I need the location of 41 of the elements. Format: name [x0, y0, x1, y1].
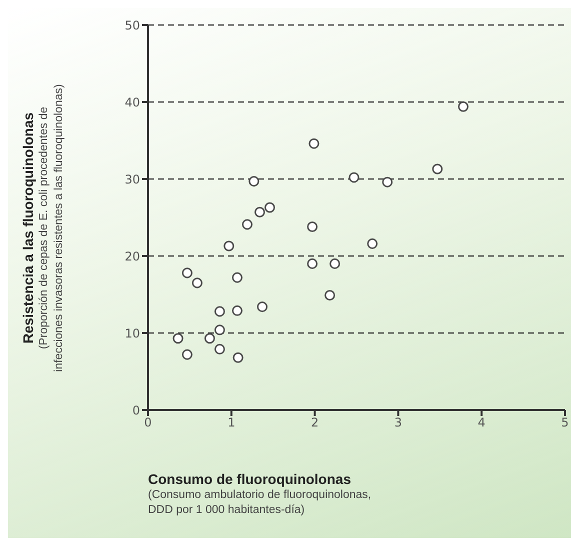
- point: [214, 324, 225, 336]
- point: [232, 352, 244, 363]
- y-tick-label: 20: [124, 249, 140, 264]
- point: [242, 219, 253, 230]
- point: [458, 101, 469, 112]
- y-tick-label: 0: [132, 403, 140, 418]
- point: [232, 305, 242, 316]
- point: [232, 272, 242, 283]
- y-axis-title: Resistencia a las fluoroquinolonas (Proporción de cepas de E. coli procedentes de infecciones invasoras resistentes a las fluoroquinolonas): [19, 83, 66, 374]
- point: [348, 172, 360, 183]
- y-tick-label: 10: [124, 326, 140, 340]
- point: [307, 221, 318, 232]
- x-tick-label: 2: [310, 416, 319, 430]
- y-tick-label: 50: [124, 18, 140, 32]
- x-tick-label: 4: [478, 416, 486, 430]
- point: [256, 302, 268, 312]
- point: [367, 238, 378, 249]
- point: [172, 333, 184, 344]
- point: [204, 333, 215, 344]
- point: [330, 258, 340, 269]
- x-tick-label: 1: [228, 416, 236, 430]
- y-tick-label: 40: [124, 95, 140, 110]
- x-tick-label: 3: [394, 416, 402, 430]
- point: [214, 306, 225, 317]
- point: [182, 268, 192, 278]
- point: [192, 278, 202, 288]
- point: [254, 206, 266, 218]
- point: [248, 176, 260, 187]
- point: [214, 344, 225, 354]
- y-tick-label: 30: [124, 172, 140, 186]
- point: [182, 349, 192, 360]
- point: [224, 240, 234, 252]
- x-axis-title: Consumo de fluoroquinolonas (Consumo ambulatorio de fluoroquinolonas, DDD por 1 000 habitantes-día): [148, 470, 372, 518]
- x-tick-label: 0: [144, 416, 152, 430]
- x-tick-label: 5: [561, 416, 569, 430]
- point: [308, 138, 320, 149]
- point: [324, 290, 336, 301]
- point: [264, 202, 276, 213]
- point: [382, 176, 393, 188]
- point: [307, 258, 318, 269]
- point: [432, 164, 443, 174]
